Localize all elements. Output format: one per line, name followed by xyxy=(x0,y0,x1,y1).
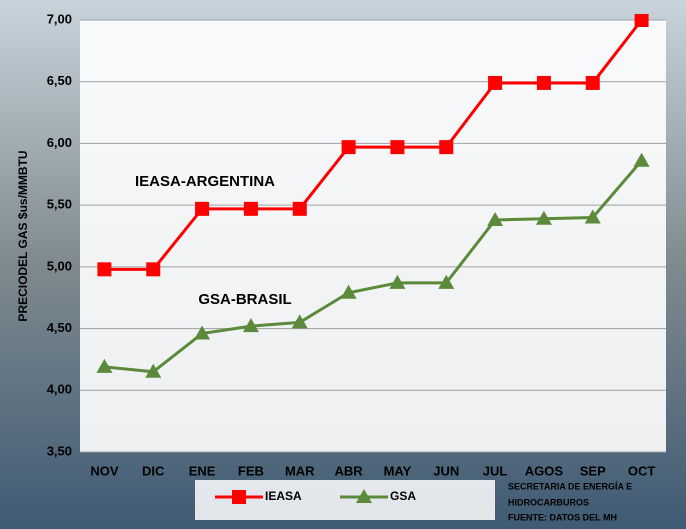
marker xyxy=(340,284,357,299)
y-tick-label: 6,00 xyxy=(47,135,72,150)
y-tick-label: 7,00 xyxy=(47,11,72,26)
x-tick-label: DIC xyxy=(142,463,165,478)
x-tick-label: JUL xyxy=(483,463,508,478)
x-tick-label: MAR xyxy=(285,463,315,478)
marker xyxy=(536,75,551,90)
marker xyxy=(438,274,455,289)
marker xyxy=(97,262,112,277)
legend-label: GSA xyxy=(390,489,416,503)
y-tick-label: 5,50 xyxy=(47,197,72,212)
marker xyxy=(243,201,258,216)
marker xyxy=(535,210,552,225)
marker xyxy=(292,201,307,216)
x-tick-label: OCT xyxy=(628,463,656,478)
marker xyxy=(194,325,211,340)
marker xyxy=(145,363,162,378)
marker xyxy=(195,201,210,216)
y-tick-label: 5,00 xyxy=(47,258,72,273)
marker xyxy=(291,314,308,329)
series-line xyxy=(104,159,643,374)
y-tick-label: 4,50 xyxy=(47,320,72,335)
y-tick-label: 4,00 xyxy=(47,382,72,397)
marker xyxy=(633,152,650,167)
marker xyxy=(390,140,405,155)
legend-marker xyxy=(356,489,372,503)
annotation: IEASA-ARGENTINA xyxy=(135,173,275,190)
legend-label: IEASA xyxy=(265,489,302,503)
marker xyxy=(634,14,649,27)
series-line xyxy=(104,19,643,271)
x-tick-label: JUN xyxy=(433,463,459,478)
series-layer xyxy=(96,14,650,378)
marker xyxy=(242,318,259,333)
x-tick-label: ENE xyxy=(189,463,216,478)
plot-area xyxy=(80,20,666,452)
y-tick-label: 3,50 xyxy=(47,443,72,458)
source-line: FUENTE: DATOS DEL MH xyxy=(508,512,617,522)
marker xyxy=(96,358,113,373)
x-tick-label: NOV xyxy=(90,463,119,478)
marker xyxy=(585,75,600,90)
marker xyxy=(341,140,356,155)
annotation: GSA-BRASIL xyxy=(198,291,291,308)
source-line: HIDROCARBUROS xyxy=(508,497,589,507)
y-tick-label: 6,50 xyxy=(47,73,72,88)
x-tick-label: AGOS xyxy=(525,463,564,478)
marker xyxy=(146,262,161,277)
marker xyxy=(584,209,601,224)
marker xyxy=(439,140,454,155)
x-tick-label: MAY xyxy=(384,463,412,478)
x-tick-label: FEB xyxy=(238,463,264,478)
marker xyxy=(389,274,406,289)
y-axis-label: PRECIODEL GAS $us/MMBTU xyxy=(16,150,30,321)
x-tick-label: ABR xyxy=(334,463,363,478)
source-line: SECRETARIA DE ENERGÍA E xyxy=(508,481,632,491)
legend-marker xyxy=(232,490,246,504)
marker xyxy=(488,75,503,90)
x-tick-label: SEP xyxy=(580,463,606,478)
marker xyxy=(487,211,504,226)
